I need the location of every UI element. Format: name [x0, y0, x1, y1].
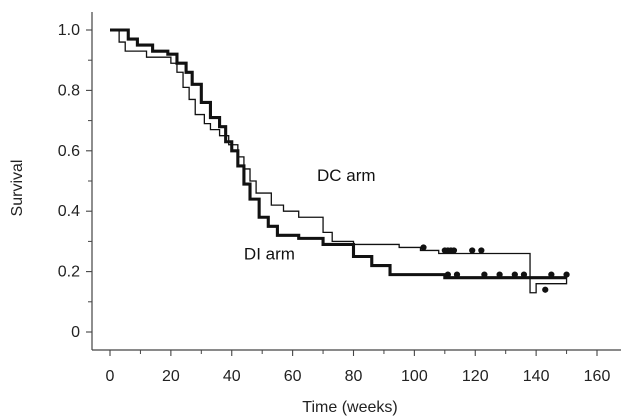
- x-tick-label: 60: [284, 368, 302, 385]
- x-tick-label: 0: [106, 368, 115, 385]
- axes-layer: 0 0.2 0.4 0.6 0.8 1.0 0 20 40 60 80 100 120 140 160 Tim…: [9, 12, 621, 416]
- dc-arm-censor-point: [420, 244, 427, 251]
- y-tick-label: 0.4: [58, 203, 80, 220]
- y-tick-label: 0.2: [58, 264, 80, 281]
- y-tick-label: 0: [71, 324, 80, 341]
- x-tick-label: 20: [162, 368, 180, 385]
- dc-arm-censor-point: [469, 247, 476, 254]
- dc-arm-censor-point: [450, 247, 458, 254]
- x-tick-label: 140: [523, 368, 550, 385]
- di-arm-censor-point: [548, 271, 555, 278]
- y-tick-label: 1.0: [58, 22, 80, 39]
- y-axis-title: Survival: [9, 160, 26, 217]
- x-axis-title: Time (weeks): [302, 399, 397, 416]
- x-tick-label: 160: [584, 368, 611, 385]
- di-arm-censor-point: [453, 271, 461, 278]
- di-arm-censor-point: [444, 271, 451, 278]
- di-arm-label: DI arm: [244, 245, 295, 264]
- dc-arm-label: DC arm: [317, 166, 376, 185]
- series-layer: [110, 28, 570, 294]
- y-tick-label: 0.6: [58, 143, 80, 160]
- di-arm-censor-point: [563, 271, 570, 278]
- dc-arm-survival-line: [110, 29, 568, 294]
- di-arm-censor-point: [542, 286, 549, 293]
- di-arm-censor-point: [496, 271, 503, 278]
- di-arm-survival-line: [110, 28, 567, 280]
- x-tick-label: 80: [345, 368, 363, 385]
- dc-arm-censor-point: [478, 247, 485, 254]
- y-tick-label: 0.8: [58, 82, 80, 99]
- x-tick-label: 40: [223, 368, 241, 385]
- di-arm-censor-point: [511, 271, 518, 278]
- di-arm-censor-point: [520, 271, 528, 278]
- di-arm-censor-point: [481, 271, 488, 278]
- label-layer: DC arm DI arm: [244, 166, 376, 264]
- x-tick-label: 100: [401, 368, 428, 385]
- x-tick-label: 120: [462, 368, 489, 385]
